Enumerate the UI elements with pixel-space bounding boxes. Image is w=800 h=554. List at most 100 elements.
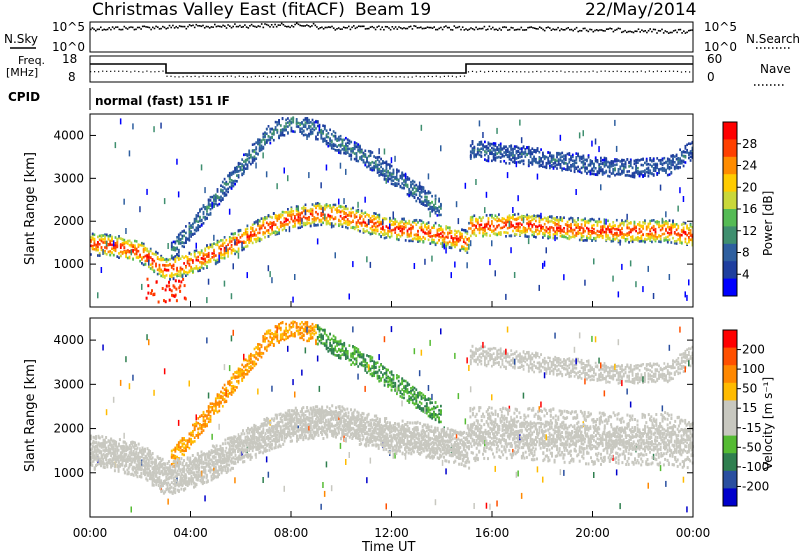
freq-line [90, 63, 693, 74]
power-cell [329, 206, 331, 210]
power-cell [327, 204, 330, 208]
power-cell [656, 157, 659, 160]
power-cell [619, 165, 622, 168]
power-cell [684, 240, 687, 244]
power-cell [246, 238, 249, 241]
power-cell [232, 172, 235, 175]
power-cell [271, 132, 273, 136]
noise-point [118, 28, 121, 31]
nave-point [178, 76, 180, 78]
power-cell [566, 168, 569, 172]
noise-panel: N.Sky 10^5 10^0 10^5 10^0 N.Search [4, 20, 800, 54]
power-cell [228, 237, 231, 241]
power-cell [422, 240, 425, 243]
power-cell [638, 174, 641, 178]
power-cell [228, 236, 231, 239]
power-cell [547, 216, 550, 219]
power-cell [608, 230, 611, 234]
power-cell [390, 219, 393, 222]
power-cell [373, 214, 375, 218]
power-cell [311, 211, 314, 214]
power-cell [529, 152, 532, 155]
power-cell [440, 202, 442, 206]
power-cell [422, 235, 425, 239]
power-cell [670, 241, 673, 244]
noise-point [105, 29, 107, 31]
power-cell [223, 194, 226, 197]
power-cell [378, 215, 381, 218]
power-cell [213, 242, 215, 245]
noise-point [480, 27, 482, 30]
power-cell [225, 188, 228, 191]
power-cell [359, 229, 361, 233]
noise-point [505, 26, 507, 29]
power-cell [556, 231, 558, 234]
power-cell [153, 252, 156, 256]
power-cell [675, 233, 678, 236]
nave-point [383, 75, 385, 78]
power-cell [383, 229, 386, 232]
power-cell [244, 228, 247, 231]
nave-point [415, 75, 417, 77]
power-cell [257, 138, 259, 141]
power-cell [425, 198, 428, 202]
power-cell [673, 224, 676, 228]
power-cell [272, 223, 275, 227]
noise-point [384, 25, 387, 28]
nave-point [467, 71, 470, 73]
power-cell [570, 164, 572, 167]
power-cell [524, 155, 527, 158]
power-cell [304, 124, 307, 127]
power-cell [552, 158, 555, 161]
power-cell [177, 270, 180, 273]
power-cell [241, 163, 244, 166]
power-cell [559, 229, 562, 233]
power-cell [552, 165, 555, 169]
power-cell [369, 150, 372, 153]
power-cell [118, 252, 120, 255]
noise-point [549, 27, 551, 29]
power-cell [399, 176, 402, 180]
noise-point [664, 30, 667, 32]
power-cell [531, 215, 534, 218]
power-cell [246, 224, 249, 228]
power-cell [322, 207, 324, 213]
power-cell [478, 228, 481, 232]
power-cell [610, 164, 613, 167]
power-cell [556, 167, 558, 170]
power-cell [591, 169, 593, 172]
power-cell [218, 196, 221, 199]
power-cell [338, 144, 340, 147]
power-cell [392, 168, 395, 172]
power-cell [114, 242, 117, 245]
power-cell [688, 142, 690, 145]
power-cell [605, 170, 608, 174]
power-cell [308, 124, 310, 128]
power-cell [628, 170, 630, 173]
power-cell [406, 193, 409, 196]
power-cell [188, 225, 191, 228]
power-cell [114, 236, 117, 239]
power-cell [232, 180, 235, 184]
power-cell [281, 228, 284, 232]
power-cell [675, 164, 678, 167]
power-cell [394, 220, 397, 224]
power-cell [668, 238, 671, 242]
power-cell [473, 147, 476, 150]
power-cell [441, 242, 444, 248]
power-cell [533, 223, 535, 226]
noise-point [250, 23, 253, 26]
power-cell [580, 161, 583, 164]
power-cell [415, 223, 418, 226]
power-cell [276, 232, 279, 236]
power-cell [628, 231, 630, 234]
power-cell [299, 130, 302, 133]
power-cell [323, 139, 326, 143]
power-cell [540, 226, 542, 229]
power-cell [577, 218, 579, 222]
power-cell [638, 240, 641, 243]
power-cell [420, 195, 423, 199]
power-cell [369, 227, 372, 230]
noise-point [282, 23, 285, 26]
noise-point [404, 27, 407, 30]
